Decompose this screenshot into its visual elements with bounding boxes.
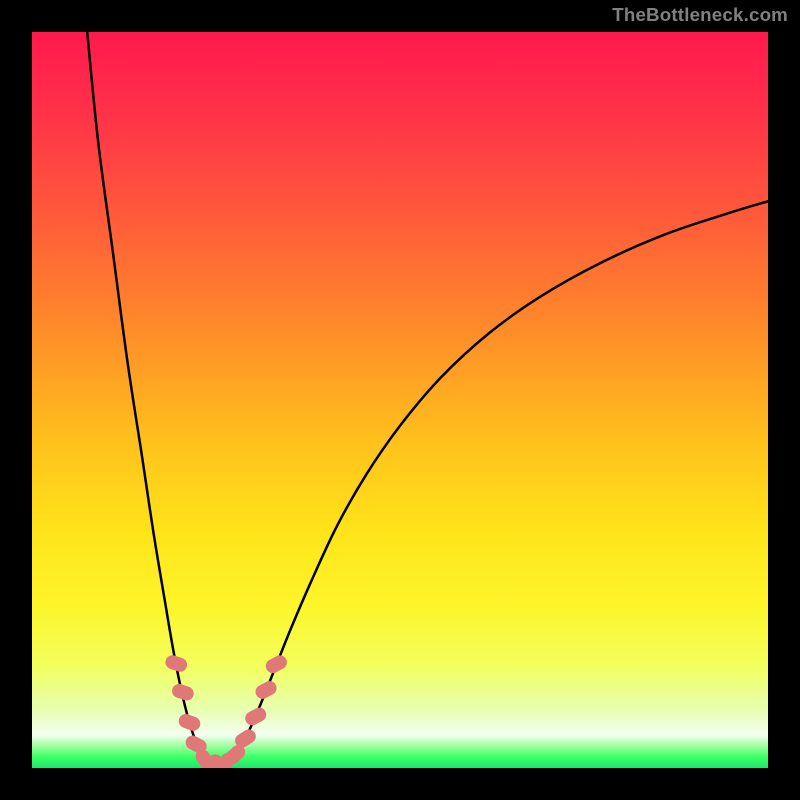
plot-svg [32, 32, 768, 768]
chart-stage: TheBottleneck.com [0, 0, 800, 800]
watermark-text: TheBottleneck.com [612, 4, 788, 26]
plot-area [32, 32, 768, 768]
gradient-background [32, 32, 768, 768]
